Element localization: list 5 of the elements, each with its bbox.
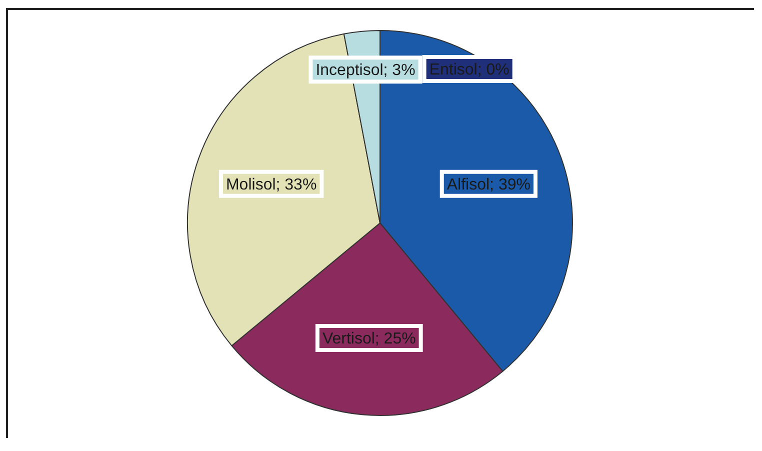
- data-label: Inceptisol; 3%: [316, 62, 416, 80]
- data-label: Molisol; 33%: [226, 176, 317, 194]
- data-label: Alfisol; 39%: [446, 176, 530, 194]
- data-label: Vertisol; 25%: [322, 330, 416, 348]
- text: Entisol; 0%: [429, 61, 510, 78]
